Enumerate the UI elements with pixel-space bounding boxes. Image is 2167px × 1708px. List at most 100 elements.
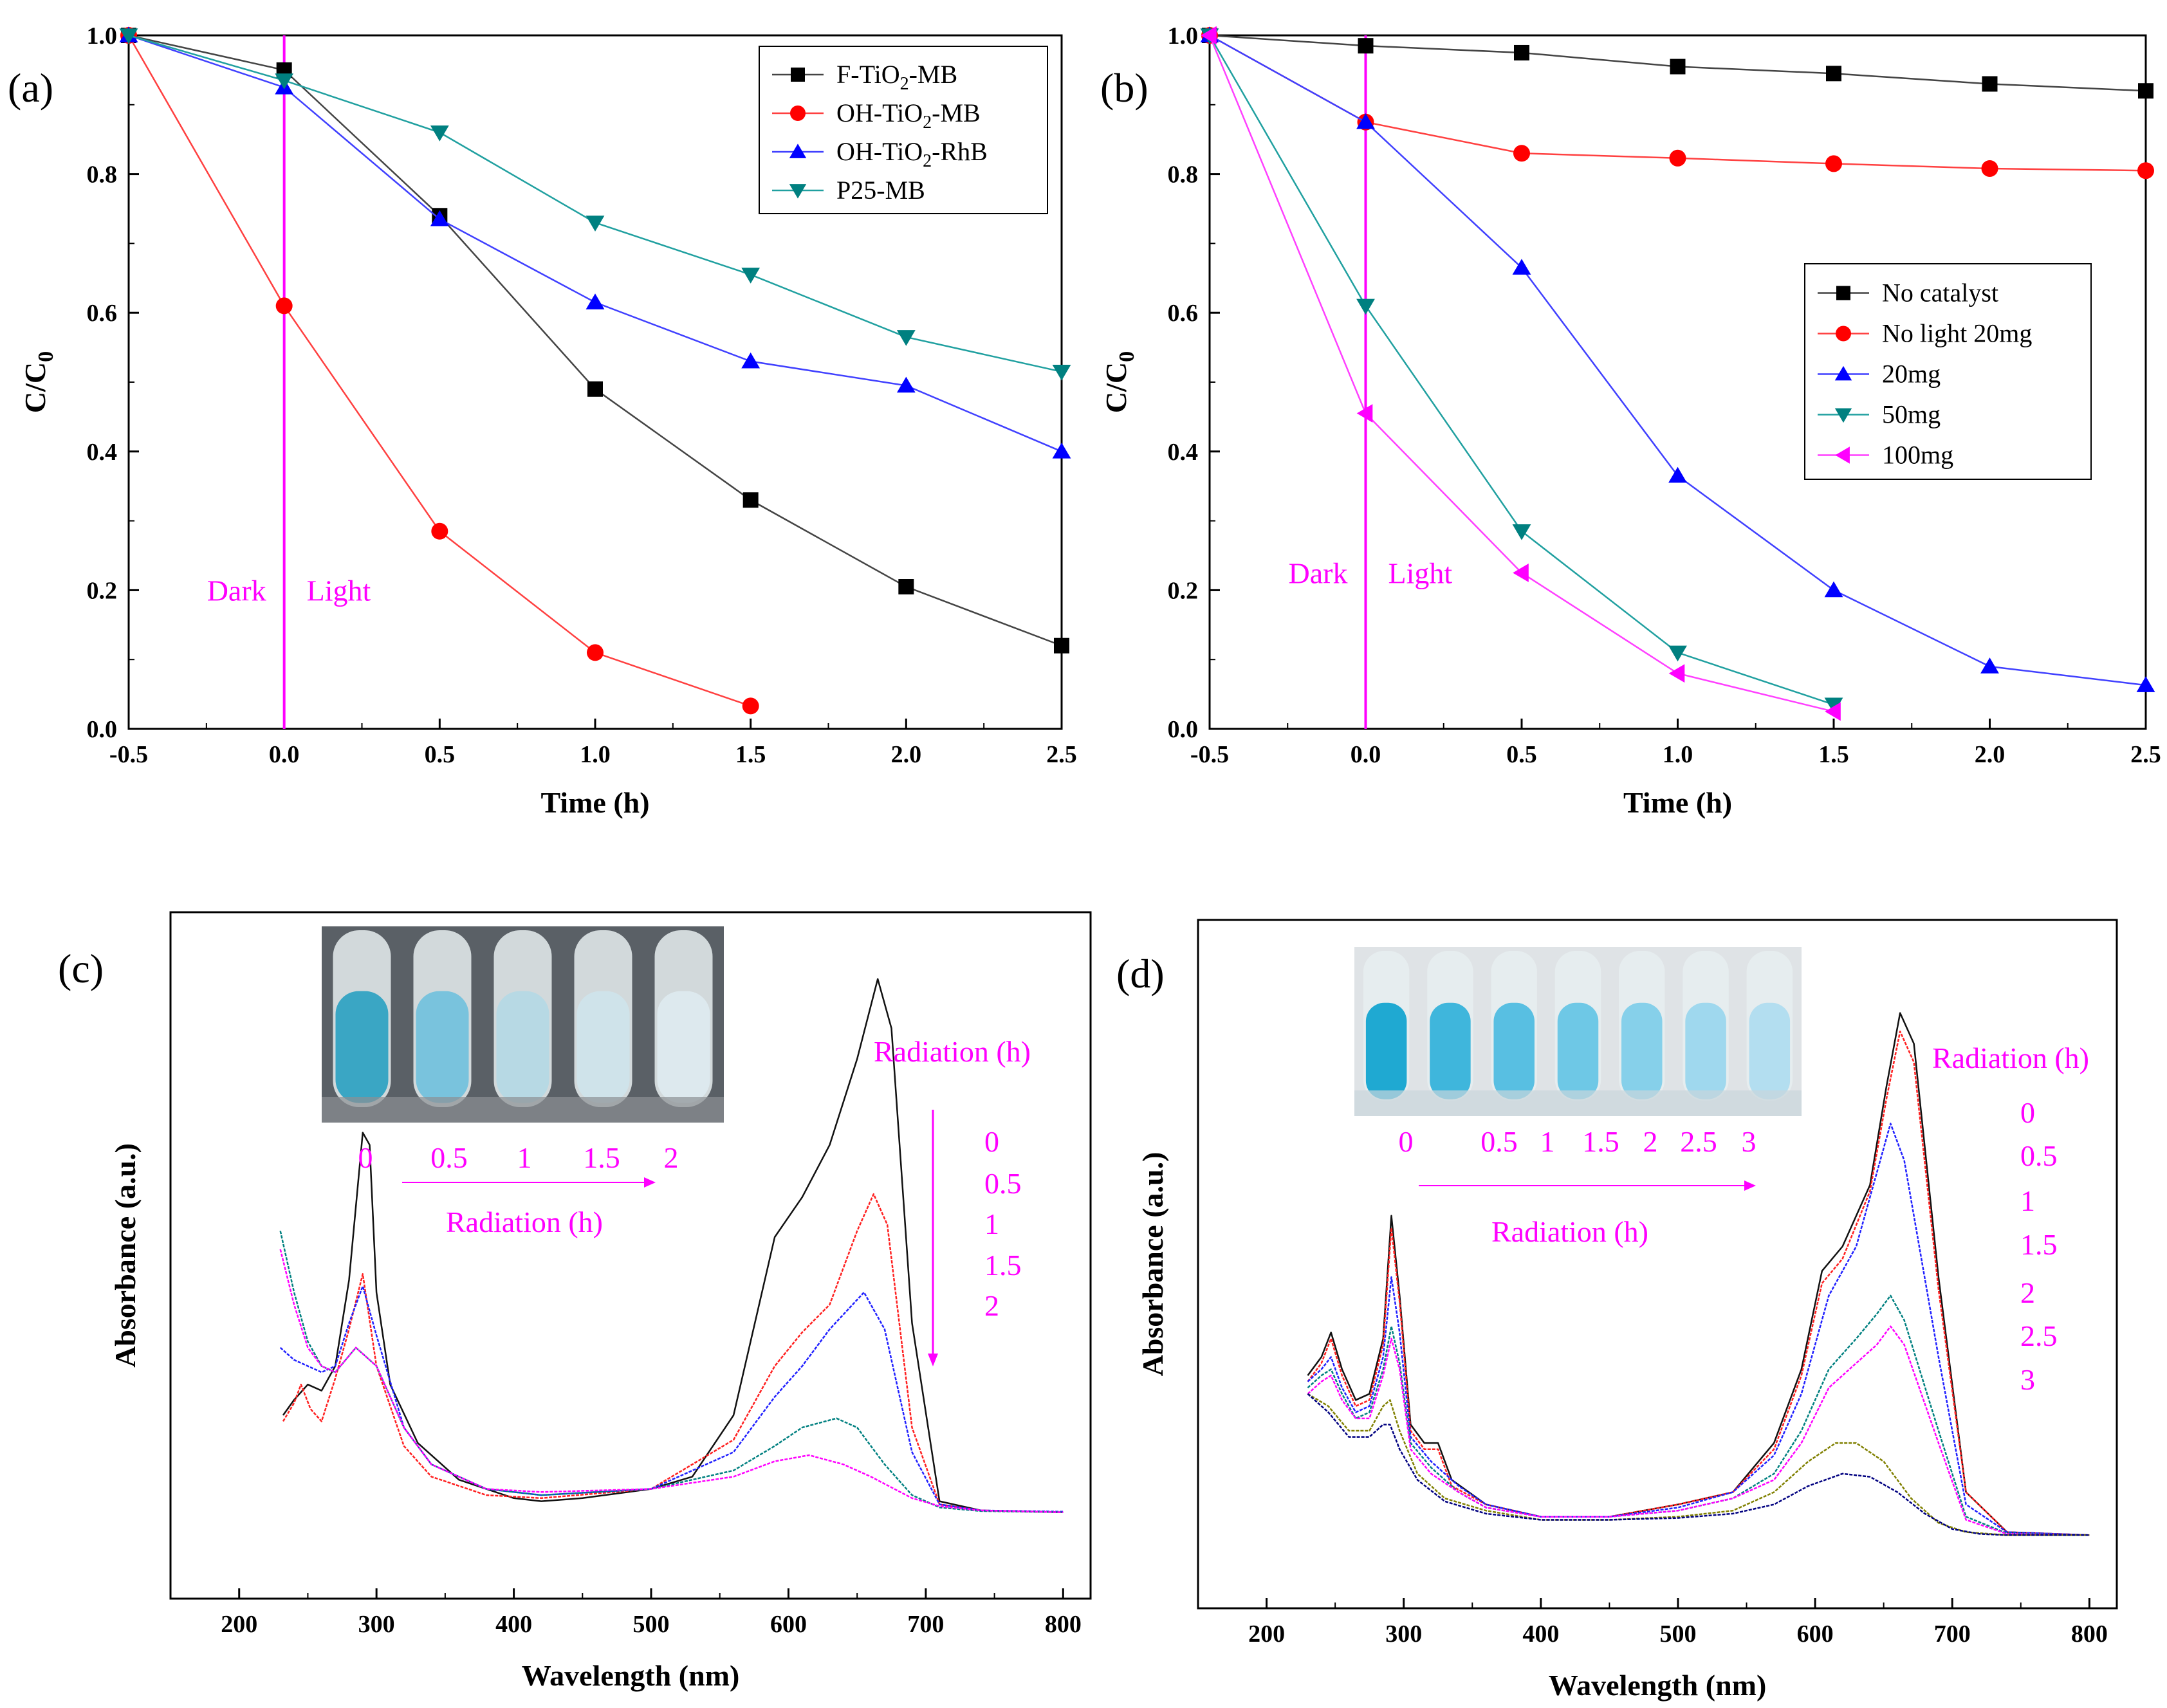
y-tick-label: 0.4 [87, 439, 118, 466]
data-point [1356, 404, 1373, 423]
panel-a: -0.5 0.0 0.5 1.0 1.5 2.0 2.50.00.20.40.60.81.0… [8, 23, 1077, 819]
data-point [1824, 697, 1843, 714]
x-tick-label: 600 [1797, 1621, 1834, 1648]
inset-label: 1 [1540, 1125, 1555, 1158]
data-point [1825, 155, 1842, 172]
legend-label: No catalyst [1882, 279, 1998, 308]
y-tick-label: 0.6 [87, 300, 118, 327]
panel-label: (a) [8, 65, 53, 111]
data-point [1981, 160, 1998, 177]
spectrum-line [1307, 1031, 2090, 1536]
data-point [742, 492, 759, 508]
inset-title: Radiation (h) [1491, 1215, 1648, 1248]
y-axis-label: Absorbance (a.u.) [109, 1143, 142, 1368]
data-point [741, 268, 761, 284]
y-tick-label: 0.4 [1168, 439, 1199, 466]
inset-label: 0 [1399, 1125, 1414, 1158]
inset-label: 2.5 [1680, 1125, 1717, 1158]
x-tick-label: 300 [1385, 1621, 1422, 1648]
light-label: Light [1388, 556, 1453, 589]
inset-label: 0.5 [430, 1141, 468, 1174]
panel-b: -0.5 0.0 0.5 1.0 1.5 2.0 2.50.00.20.40.60.81.0… [1100, 23, 2161, 819]
x-tick-label: 800 [1045, 1611, 1082, 1638]
legend-entry: 0 [2020, 1096, 2035, 1129]
spectrum-line [1307, 1393, 2090, 1536]
tube-rack [322, 1097, 724, 1123]
dark-label: Dark [207, 574, 266, 607]
spectrum-line [279, 1231, 1064, 1514]
data-point [742, 697, 759, 715]
tube-rack [1354, 1090, 1802, 1116]
x-axis-label: Wavelength (nm) [1549, 1669, 1767, 1702]
spectrum-line [282, 978, 1064, 1514]
tube-solution [1557, 1002, 1599, 1099]
y-tick-label: 0.2 [87, 577, 118, 604]
data-point [896, 376, 916, 393]
tube-solution [1365, 1002, 1407, 1099]
inset-label: 0 [358, 1141, 373, 1174]
data-point [1514, 44, 1529, 60]
y-tick-label: 0.8 [1168, 161, 1199, 188]
x-tick-label: 2.5 [2130, 741, 2161, 768]
x-tick-label: 800 [2071, 1621, 2108, 1648]
tube-solution [335, 991, 389, 1103]
legend-arrow-head [928, 1354, 938, 1366]
data-point [1668, 466, 1687, 483]
x-tick-label: 2.0 [1975, 741, 2006, 768]
x-tick-label: 500 [633, 1611, 670, 1638]
x-tick-label: 2.5 [1046, 741, 1077, 768]
x-tick-label: 1.5 [735, 741, 766, 768]
data-point [275, 73, 294, 89]
data-point [1668, 664, 1685, 683]
data-point [431, 522, 448, 540]
legend-marker [789, 184, 807, 199]
data-point [1669, 149, 1686, 167]
x-tick-label: 1.0 [1663, 741, 1693, 768]
tube-solution [657, 991, 710, 1103]
panel-label: (b) [1100, 65, 1148, 111]
data-point [1201, 26, 1217, 45]
plot-frame [1197, 919, 2118, 1610]
legend-entry: 1 [984, 1208, 999, 1240]
legend-label: No light 20mg [1882, 319, 2032, 348]
tube-solution [1430, 1002, 1471, 1099]
data-point [1980, 657, 1999, 674]
y-tick-label: 0.8 [87, 161, 118, 188]
x-tick-label: 400 [495, 1611, 532, 1638]
series-line [1208, 35, 1834, 713]
data-point [1054, 638, 1069, 654]
legend-label: F-TiO2-MB [836, 60, 957, 94]
legend-label: 50mg [1882, 400, 1941, 429]
data-point [1052, 365, 1071, 381]
data-point [1824, 581, 1843, 598]
inset-arrow-head [644, 1177, 656, 1188]
x-tick-label: 700 [907, 1611, 944, 1638]
inset-label: 1.5 [1582, 1125, 1619, 1158]
data-point [587, 381, 603, 397]
tube-solution [1685, 1002, 1726, 1099]
x-tick-label: 300 [358, 1611, 395, 1638]
data-point [1356, 113, 1375, 129]
tube-solution [576, 991, 630, 1103]
inset-label: 2 [664, 1141, 679, 1174]
data-point [1356, 298, 1375, 315]
x-tick-label: 0.0 [269, 741, 300, 768]
tube-solution [496, 991, 549, 1103]
data-point [898, 579, 914, 595]
legend-label: P25-MB [836, 176, 925, 205]
tube-solution [1621, 1002, 1663, 1099]
data-point [430, 125, 449, 142]
legend-entry: 2 [984, 1289, 999, 1322]
data-point [586, 293, 605, 309]
spectrum-line [1307, 1393, 2090, 1536]
data-point [741, 352, 761, 369]
series-line [1208, 35, 1834, 706]
tube-solution [416, 991, 469, 1103]
x-tick-label: 200 [1248, 1621, 1285, 1648]
y-tick-label: 1.0 [87, 23, 118, 50]
legend-label: OH-TiO2-RhB [836, 137, 988, 171]
x-tick-label: 1.0 [580, 741, 611, 768]
